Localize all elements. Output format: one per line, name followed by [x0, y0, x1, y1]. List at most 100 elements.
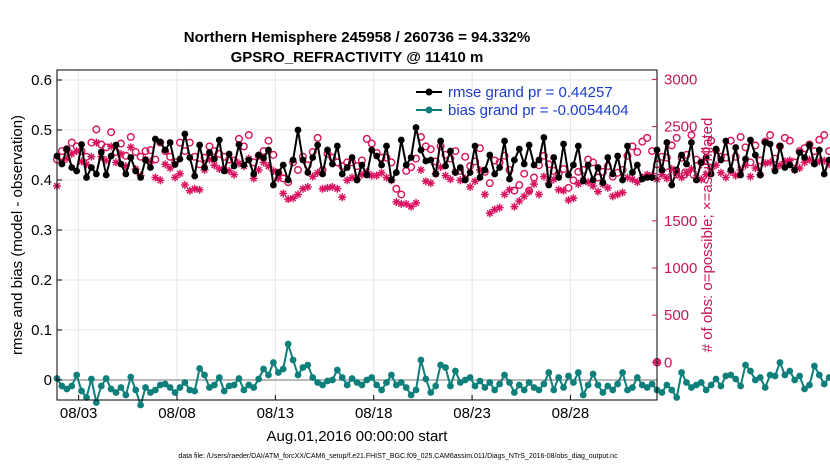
rmse-point — [358, 161, 366, 169]
rmse-point — [815, 146, 823, 154]
bias-point — [176, 384, 184, 391]
bias-point — [609, 386, 617, 394]
x-axis: 08/03 08/08 08/13 08/18 08/23 08/28 — [60, 395, 589, 422]
rmse-point — [535, 156, 543, 164]
rmse-point — [181, 130, 189, 138]
obs-possible-point — [815, 135, 824, 144]
rmse-point — [810, 160, 818, 168]
bias-point — [589, 370, 597, 378]
obs-possible-point — [313, 133, 322, 142]
obs-assimilated-point — [289, 194, 298, 203]
rmse-point — [727, 166, 735, 174]
rmse-point — [147, 164, 154, 171]
bias-point — [584, 381, 592, 389]
bias-point — [761, 384, 769, 391]
obs-possible-point — [92, 125, 101, 134]
bias-point — [535, 386, 543, 394]
rmse-point — [471, 142, 479, 150]
obs-assimilated-point — [210, 161, 219, 170]
obs-assimilated-point — [441, 171, 450, 180]
bias-point — [732, 375, 740, 383]
rmse-point — [643, 174, 651, 181]
bias-point — [304, 361, 312, 369]
obs-assimilated-point — [293, 190, 302, 199]
y-axis-right-label: # of obs: o=possible; ×=assimilated — [699, 118, 716, 353]
obs-possible-point — [569, 176, 578, 185]
y-axis-left-label: rmse and bias (model - observation) — [9, 115, 26, 355]
obs-assimilated-point — [746, 172, 755, 181]
rmse-point — [604, 154, 612, 161]
obs-assimilated-point — [446, 175, 455, 184]
bias-point — [63, 385, 71, 393]
rmse-point — [751, 151, 759, 159]
chart-subtitle: GPSRO_REFRACTIVITY @ 11410 m — [231, 49, 484, 66]
obs-possible-point — [136, 152, 145, 161]
rmse-point — [742, 155, 749, 163]
plot-area — [57, 70, 657, 400]
x-tick-label: 08/13 — [257, 405, 295, 422]
bias-point — [274, 369, 282, 376]
obs-assimilated-point — [716, 168, 725, 177]
rmse-point — [496, 164, 504, 171]
bias-point — [289, 356, 297, 364]
rmse-point — [63, 145, 71, 153]
rmse-point — [88, 164, 95, 171]
obs-assimilated-point — [323, 183, 332, 192]
rmse-point — [97, 148, 105, 156]
bias-point — [78, 387, 85, 395]
bias-point — [210, 381, 218, 389]
bias-point — [810, 362, 818, 370]
x-tick-label: 08/08 — [158, 405, 196, 422]
rmse-point — [309, 154, 317, 161]
bias-point — [579, 391, 587, 399]
rmse-point — [151, 135, 159, 143]
rmse-point — [697, 159, 705, 166]
bias-point — [776, 359, 784, 366]
legend: rmse grand pr = 0.44257 bias grand pr = … — [416, 84, 629, 119]
bias-point — [496, 380, 504, 388]
obs-possible-point — [643, 133, 652, 142]
bias-point — [373, 381, 381, 389]
legend-bias-marker — [425, 106, 433, 114]
rmse-point — [191, 172, 199, 180]
rmse-point — [368, 146, 376, 154]
bias-point — [702, 386, 710, 394]
obs-possible-point — [687, 131, 696, 140]
bias-point — [771, 372, 779, 380]
bias-point — [407, 391, 415, 399]
bias-point — [166, 384, 174, 391]
bias-point — [515, 381, 523, 389]
bias-point — [501, 371, 508, 379]
bias-point — [284, 340, 292, 348]
rmse-point — [279, 161, 287, 169]
rmse-point — [142, 156, 149, 164]
rmse-point — [461, 176, 469, 184]
bias-point — [525, 379, 533, 386]
bias-point — [142, 384, 149, 391]
rmse-point — [78, 141, 85, 148]
obs-possible-point — [785, 136, 794, 145]
rmse-point — [220, 167, 228, 175]
rmse-point — [712, 145, 720, 153]
rmse-point — [825, 156, 830, 164]
obs-assimilated-point — [480, 190, 489, 199]
rmse-point — [801, 154, 808, 161]
rmse-point — [402, 161, 410, 169]
rmse-point — [722, 137, 730, 145]
rmse-point — [466, 169, 474, 176]
obs-assimilated-point — [618, 188, 627, 197]
rmse-point — [240, 161, 248, 169]
bias-point — [471, 382, 479, 390]
rmse-point — [481, 166, 489, 174]
y-tick-right-label: 3000 — [664, 71, 697, 88]
obs-assimilated-point — [687, 165, 696, 173]
bias-point — [181, 379, 189, 386]
rmse-point — [417, 146, 425, 154]
bias-point — [107, 385, 115, 393]
rmse-point — [624, 142, 631, 150]
obs-possible-point — [510, 186, 519, 195]
bias-point — [604, 382, 612, 390]
obs-assimilated-point — [603, 183, 612, 192]
rmse-point — [540, 134, 548, 141]
rmse-point — [314, 141, 322, 149]
